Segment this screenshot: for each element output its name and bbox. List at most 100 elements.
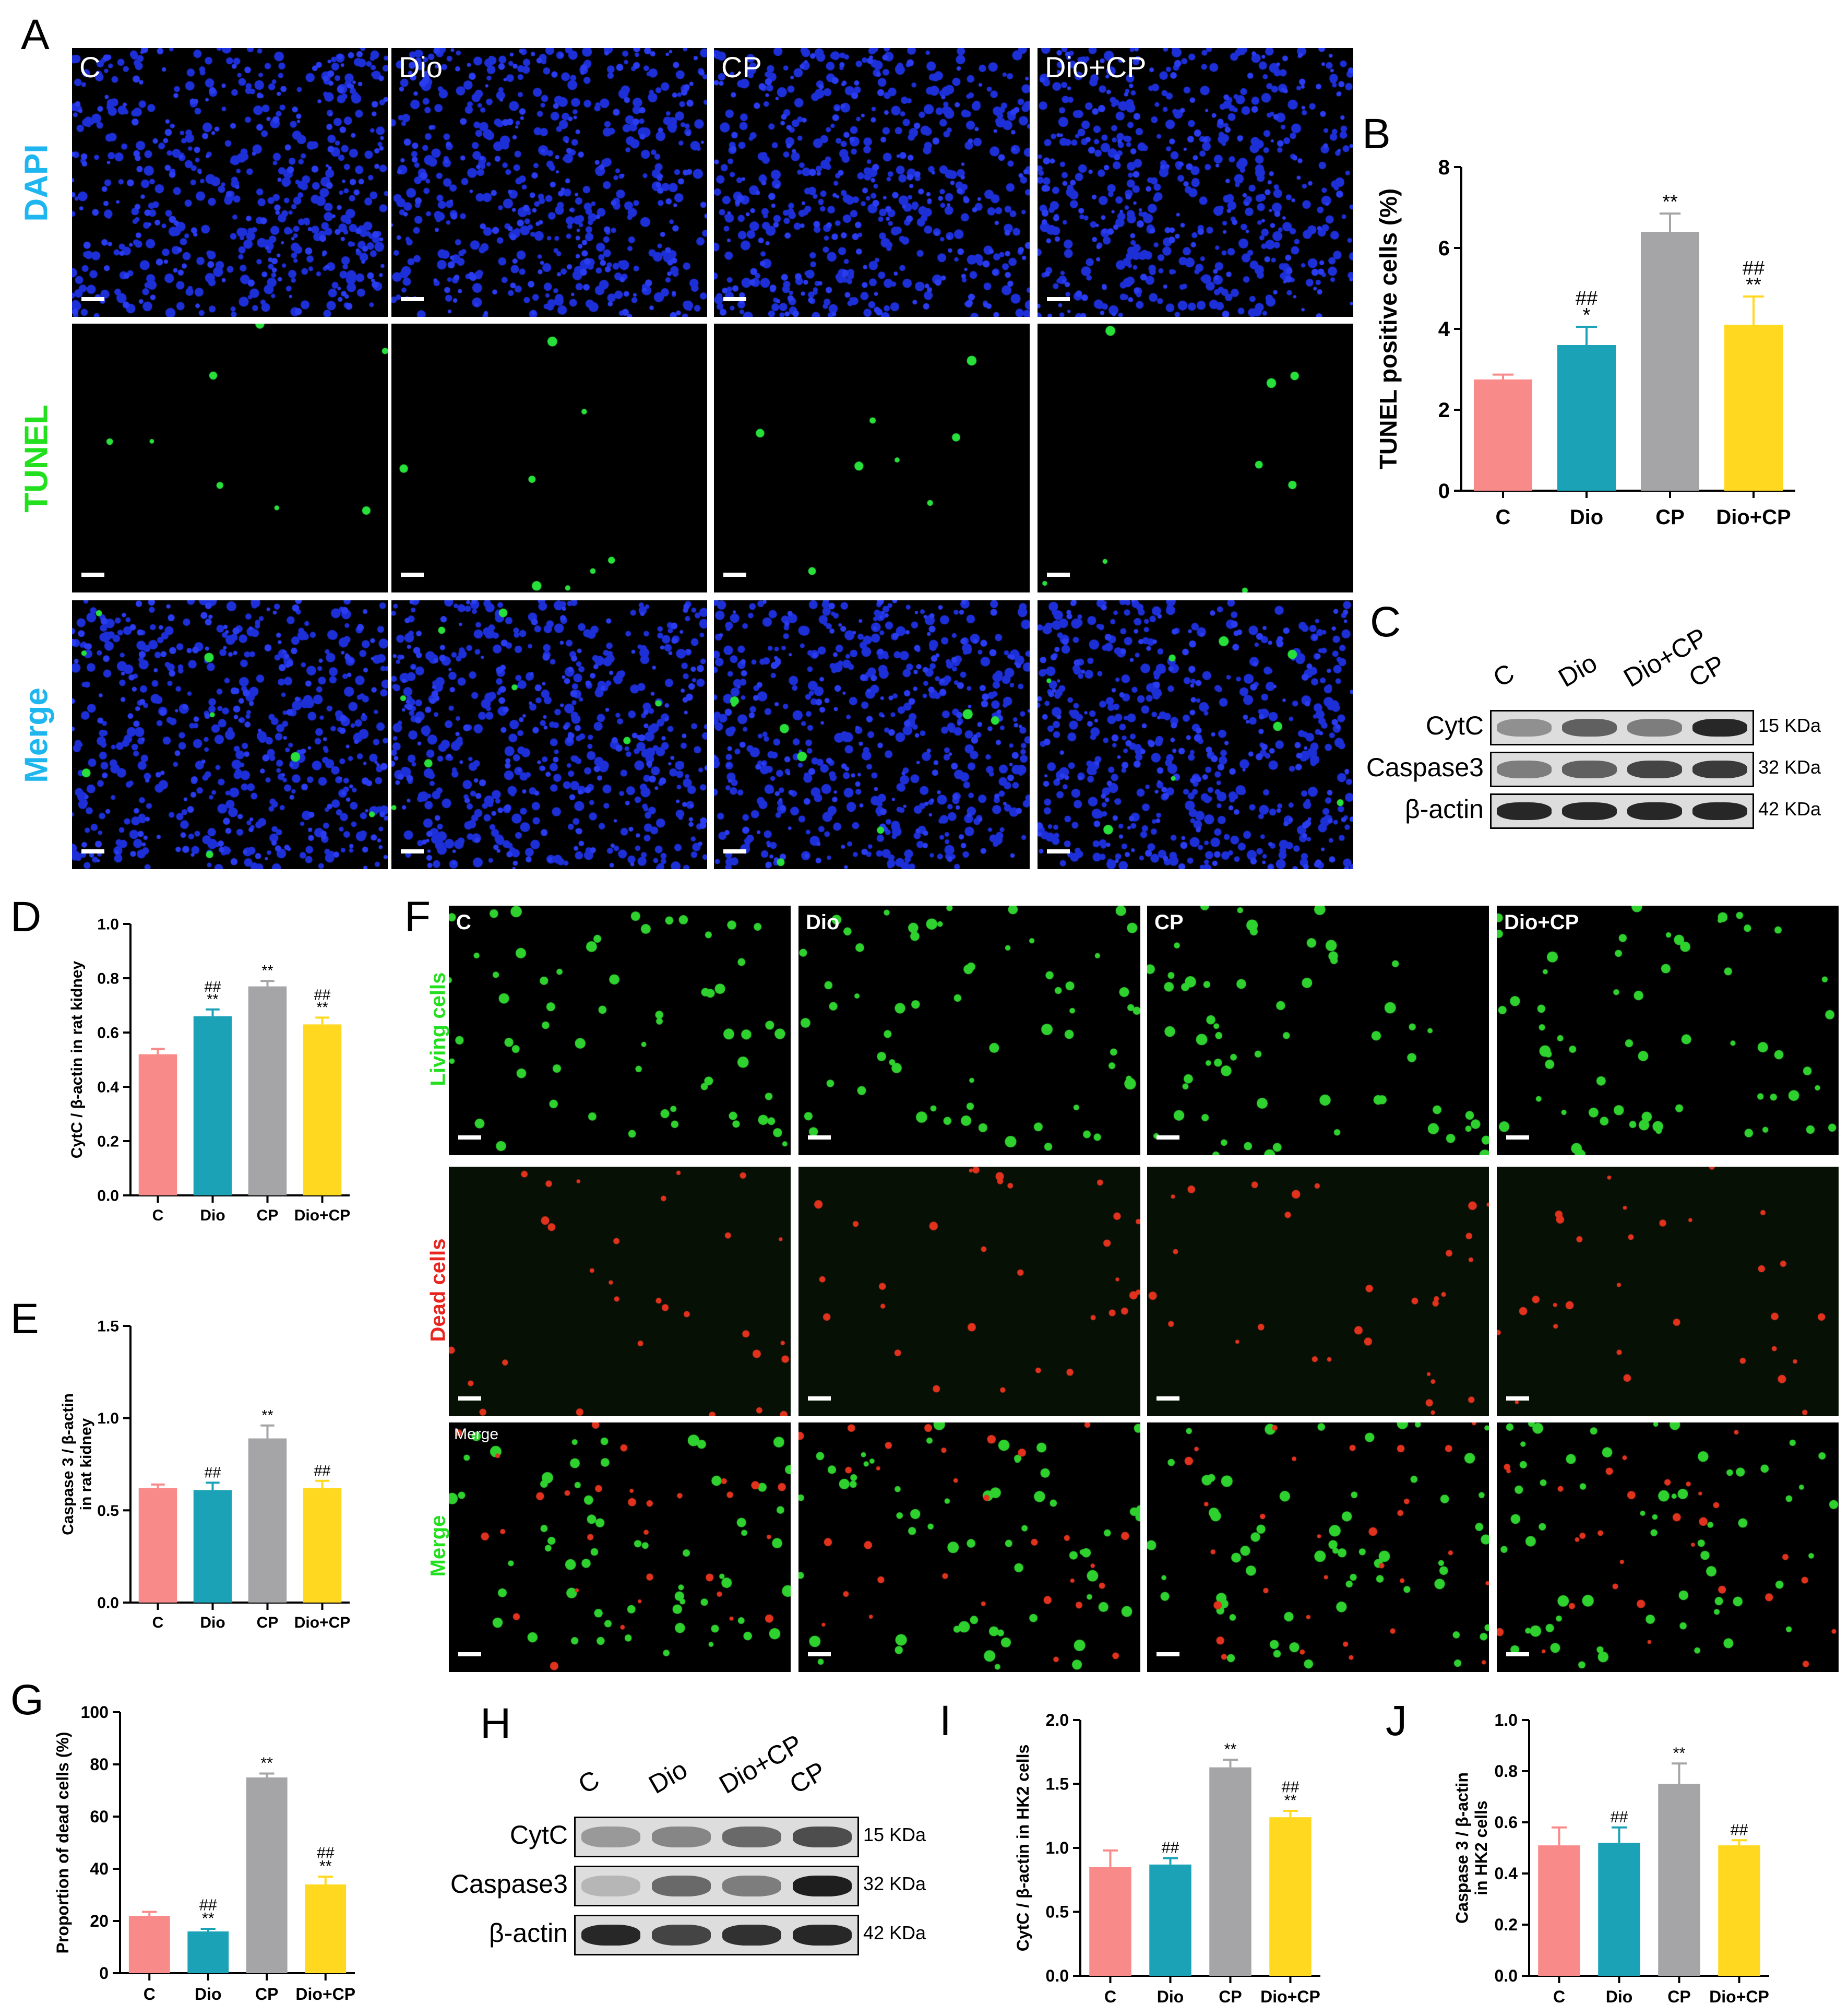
blot-band [792, 1875, 852, 1897]
micrograph-image [1497, 1422, 1839, 1672]
group-label: C [79, 51, 101, 84]
group-label: CP [721, 51, 762, 84]
y-axis-title-line: in HK2 cells [1472, 1800, 1491, 1895]
y-axis-title-line: Proportion of dead cells (%) [53, 1732, 72, 1954]
y-tick-label: 0 [1438, 480, 1450, 503]
bar [1718, 1845, 1760, 1976]
bar [1149, 1864, 1191, 1976]
significance-mark: ** [261, 963, 273, 979]
panel-a-row-label: Merge [18, 687, 55, 783]
y-axis-title: TUNEL positive cells (%) [1375, 188, 1402, 470]
group-label: C [456, 911, 471, 934]
x-tick-label: C [1104, 1987, 1116, 2006]
micrograph-panel [714, 600, 1030, 869]
panel-label-b: B [1362, 110, 1391, 158]
bar [1538, 1845, 1580, 1976]
bar [305, 1884, 347, 1973]
blot-band [651, 1875, 711, 1897]
panel-h-western-blot: C Dio Dio+CP CP CytC 15 KDa Caspase3 32 KDa β-ac… [428, 1729, 926, 2016]
blot-band [581, 1875, 641, 1897]
bar [128, 1916, 170, 1973]
scale-bar [808, 1652, 831, 1656]
significance-mark: ** [319, 1857, 332, 1875]
x-tick-label: Dio [200, 1207, 225, 1224]
y-tick-label: 0.5 [1046, 1903, 1069, 1922]
x-tick-label: Dio [195, 1985, 222, 2003]
blot-kda-label: 42 KDa [863, 1922, 926, 1943]
blot-band [581, 1826, 641, 1848]
significance-mark: ## [314, 1463, 331, 1479]
y-tick-label: 0.4 [97, 1079, 119, 1096]
scale-bar [808, 1135, 831, 1140]
x-tick-label: Dio [1157, 1987, 1184, 2006]
y-axis-title-line: Caspase 3 / β-actin [59, 1393, 77, 1535]
significance-mark: ## [199, 1896, 217, 1914]
panel-d-bar-chart: 0.00.20.40.60.81.0C Dio##**CP**Dio+CP##**… [68, 916, 351, 1225]
panel-label-c: C [1370, 598, 1401, 646]
blot-band [1562, 760, 1617, 779]
y-tick-label: 1.5 [97, 1318, 119, 1335]
significance-mark: ** [1673, 1744, 1686, 1762]
blot-lane-label: C [573, 1764, 604, 1800]
bar [193, 1016, 232, 1195]
micrograph-panel [1147, 1422, 1489, 1672]
blot-strip [574, 1866, 859, 1906]
x-tick-label: Dio [200, 1614, 225, 1631]
blot-band [651, 1924, 711, 1946]
y-tick-label: 2.0 [1046, 1711, 1069, 1729]
y-tick-label: 1.0 [97, 1410, 119, 1427]
scale-bar [723, 849, 746, 853]
scale-bar [1157, 1652, 1179, 1656]
micrograph-image [449, 1167, 791, 1416]
y-tick-label: 0.0 [97, 1188, 119, 1205]
blot-band [1627, 760, 1682, 779]
significance-mark: ** [1284, 1792, 1297, 1809]
panel-label-g: G [10, 1676, 44, 1724]
bar [1089, 1867, 1131, 1976]
significance-mark: * [1583, 304, 1591, 326]
panel-label-d: D [10, 893, 42, 941]
micrograph-panel [798, 1422, 1140, 1672]
blot-kda-label: 32 KDa [863, 1873, 926, 1894]
significance-mark: ** [316, 999, 328, 1016]
y-tick-label: 1.5 [1046, 1775, 1069, 1794]
micrograph-image [391, 600, 707, 869]
bar [248, 986, 287, 1195]
y-axis-title: Caspase 3 / β-actin in HK2 cells [1452, 1772, 1491, 1924]
micrograph-panel: C [72, 48, 388, 317]
y-tick-label: 0.0 [1495, 1966, 1518, 1985]
micrograph-image [798, 906, 1140, 1155]
blot-band [722, 1924, 782, 1946]
panel-c-western-blot: C Dio Dio+CP CP CytC 15 KDa Caspase3 32 KDa β-ac… [1349, 621, 1821, 934]
blot-band [1627, 802, 1682, 821]
panel-label-e: E [10, 1295, 39, 1343]
scale-bar [1157, 1396, 1179, 1401]
x-tick-label: Dio+CP [294, 1207, 351, 1224]
y-tick-label: 0.2 [97, 1133, 119, 1151]
panel-label-f: F [404, 893, 431, 941]
micrograph-image [1038, 324, 1353, 592]
significance-mark: ## [1162, 1839, 1179, 1857]
y-tick-label: 0.8 [1495, 1762, 1518, 1781]
blot-band [792, 1826, 852, 1848]
scale-bar [723, 573, 746, 577]
significance-mark: ## [1282, 1778, 1299, 1796]
micrograph-panel: C [449, 906, 791, 1155]
micrograph-panel [1038, 600, 1353, 869]
x-tick-label: Dio [1606, 1987, 1633, 2006]
blot-band [1497, 718, 1552, 737]
bar [1658, 1784, 1700, 1976]
blot-band [1692, 760, 1747, 779]
micrograph-panel: CP [714, 48, 1030, 317]
y-axis-title: CytC / β-actin in rat kidney [68, 960, 86, 1158]
y-tick-label: 8 [1438, 156, 1450, 179]
micrograph-image [449, 906, 791, 1155]
significance-mark: ** [261, 1407, 273, 1424]
blot-band [722, 1875, 782, 1897]
scale-bar [81, 573, 104, 577]
y-tick-label: 1.0 [97, 916, 119, 933]
micrograph-image [798, 1422, 1140, 1672]
scale-bar [1506, 1396, 1529, 1401]
bar [1209, 1767, 1251, 1976]
micrograph-panel [1038, 324, 1353, 592]
